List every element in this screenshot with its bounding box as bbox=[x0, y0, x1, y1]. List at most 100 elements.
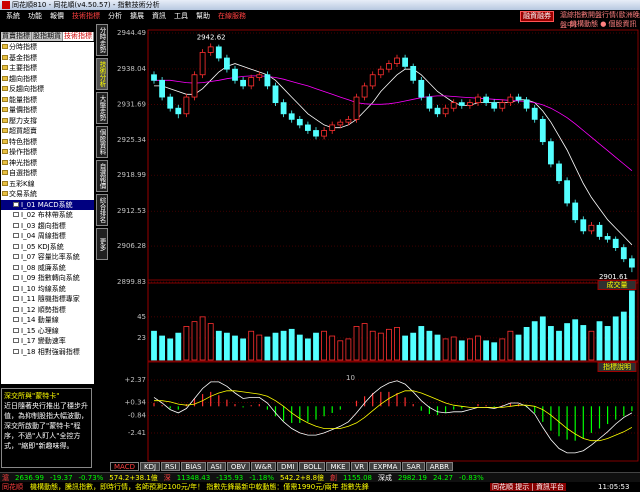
tree-item[interactable]: 超買超賣 bbox=[1, 126, 94, 137]
toolbar-button[interactable]: 融資融券 bbox=[520, 11, 554, 22]
volume-bar bbox=[547, 326, 554, 361]
tree-item[interactable]: 五彩K線 bbox=[1, 179, 94, 190]
indicator-tabs: MACD KDJ RSI BIAS ASI OBV W&R DMI BOLL MKE VR EXPMA… bbox=[110, 462, 454, 471]
tree-item[interactable]: I_11 隨機指標專家 bbox=[1, 294, 94, 305]
panel-button[interactable]: 成交量 bbox=[607, 280, 628, 289]
side-tab[interactable]: 更多 bbox=[96, 228, 108, 260]
tree-icon bbox=[13, 296, 19, 301]
indicator-tab[interactable]: OBV bbox=[226, 462, 250, 471]
tree-item[interactable]: I_10 均線系統 bbox=[1, 284, 94, 295]
indicator-tab[interactable]: ARBR bbox=[425, 462, 454, 471]
panel-button-bg[interactable] bbox=[597, 362, 637, 372]
high-annotation: 2942.62 bbox=[197, 33, 226, 41]
side-tab[interactable]: 綜合排名 bbox=[96, 194, 108, 226]
tree-item[interactable]: I_12 順勢指標 bbox=[1, 305, 94, 316]
tree-item[interactable]: I_17 變動速率 bbox=[1, 336, 94, 347]
tree-label: 趨向指標 bbox=[9, 74, 37, 83]
tree-item[interactable]: 趨向指標 bbox=[1, 74, 94, 85]
tree-item[interactable]: 基金指標 bbox=[1, 53, 94, 64]
panel-tab[interactable]: 買賣指標 bbox=[1, 32, 32, 41]
side-tab[interactable]: 大盤走勢 bbox=[96, 92, 108, 124]
candle-body bbox=[288, 113, 295, 120]
side-tab[interactable]: 分時走勢 bbox=[96, 24, 108, 56]
panel-button-bg[interactable] bbox=[597, 280, 637, 290]
toolbar-notice[interactable]: 滬綜指數開盤行情(歐洲晚盤中) bbox=[560, 11, 640, 29]
menu-item[interactable]: 資訊 bbox=[152, 12, 166, 20]
tree-item[interactable]: I_09 指數轉向系統 bbox=[1, 273, 94, 284]
indicator-tab[interactable]: DMI bbox=[276, 462, 299, 471]
candle-body bbox=[410, 65, 417, 81]
quote: 深成 bbox=[378, 474, 392, 482]
volume-bar bbox=[151, 330, 157, 361]
indicator-tab[interactable]: RSI bbox=[161, 462, 181, 471]
tree-icon bbox=[2, 107, 8, 112]
candle-body bbox=[442, 107, 449, 115]
menu-item[interactable]: 技術指標 bbox=[72, 12, 100, 20]
tree-item[interactable]: 量價指標 bbox=[1, 105, 94, 116]
status-label[interactable]: 同花順 提示 | 資訊平台 bbox=[490, 483, 567, 491]
tree-item[interactable]: 神光指標 bbox=[1, 158, 94, 169]
candle-body bbox=[199, 52, 206, 76]
tree-item[interactable]: 特色指標 bbox=[1, 137, 94, 148]
candle-body bbox=[313, 130, 319, 137]
indicator-tab[interactable]: ASI bbox=[206, 462, 226, 471]
menu-item[interactable]: 工具 bbox=[174, 12, 188, 20]
tree-item[interactable]: I_04 周線指標 bbox=[1, 231, 94, 242]
indicator-tab[interactable]: MACD bbox=[110, 462, 139, 471]
menu-item[interactable]: 系統 bbox=[6, 12, 20, 20]
indicator-tab[interactable]: KDJ bbox=[139, 462, 161, 471]
indicator-tab[interactable]: SAR bbox=[402, 462, 425, 471]
menu-item[interactable]: 幫助 bbox=[196, 12, 210, 20]
candle-body bbox=[620, 247, 627, 260]
menu-item[interactable]: 報價 bbox=[50, 12, 64, 20]
tree-label: 能量指標 bbox=[9, 95, 37, 104]
tree-icon bbox=[2, 180, 8, 186]
tree-item[interactable]: I_03 趨向指標 bbox=[1, 221, 94, 232]
tree-item[interactable]: 自選指標 bbox=[1, 168, 94, 179]
tree-label: I_04 周線指標 bbox=[21, 232, 66, 240]
candle-body bbox=[175, 107, 182, 115]
tree-item[interactable]: 操作指標 bbox=[1, 147, 94, 158]
menu-item[interactable]: 擴展 bbox=[130, 12, 144, 20]
tree-item[interactable]: I_15 心理線 bbox=[1, 326, 94, 337]
panel-button[interactable]: 指標說明 bbox=[603, 362, 631, 371]
tree-item[interactable]: I_14 動量線 bbox=[1, 315, 94, 326]
indicator-tab[interactable]: BOLL bbox=[299, 462, 326, 471]
tree-icon bbox=[13, 348, 19, 354]
tree-item[interactable]: I_08 威廉系統 bbox=[1, 263, 94, 274]
tree-item[interactable]: 能量指標 bbox=[1, 95, 94, 106]
tree-item[interactable]: 分時指標 bbox=[1, 42, 94, 53]
tree-item[interactable]: I_18 相對強弱指標 bbox=[1, 347, 94, 358]
menu-item[interactable]: 在線服務 bbox=[218, 12, 246, 20]
tree-label: I_07 容量比率系統 bbox=[21, 253, 80, 261]
menu-item[interactable]: 功能 bbox=[28, 12, 42, 20]
side-tab[interactable]: 技術分析 bbox=[96, 58, 108, 90]
side-tab[interactable]: 個股資料 bbox=[96, 126, 108, 158]
tree-icon bbox=[2, 159, 8, 165]
tree-item[interactable]: 交易系統 bbox=[1, 189, 94, 200]
indicator-tab[interactable]: MKE bbox=[326, 462, 350, 471]
side-tab[interactable]: 自選報價 bbox=[96, 160, 108, 192]
quote: -0.73% bbox=[78, 474, 104, 482]
tree-item[interactable]: 反趨向指標 bbox=[1, 84, 94, 95]
news-ticker[interactable]: 機構動態，騰訊指數，即時行情，名師預測2100元/年！ 指數先鋒最新中軟動態：僅… bbox=[30, 483, 369, 491]
tree-item[interactable]: 壓力支撐 bbox=[1, 116, 94, 127]
tree-label: 交易系統 bbox=[9, 190, 37, 198]
indicator-tab[interactable]: BIAS bbox=[181, 462, 206, 471]
panel-tab[interactable]: 技術指標 bbox=[63, 32, 94, 41]
tree-item[interactable]: 主要指標 bbox=[1, 63, 94, 74]
quote: 2636.99 bbox=[15, 474, 44, 482]
candle-body bbox=[240, 79, 247, 87]
volume-bar bbox=[199, 316, 206, 361]
indicator-tab[interactable]: W&R bbox=[250, 462, 276, 471]
toolbar-notice[interactable]: 機構動態 ● 個股資訊 bbox=[570, 20, 637, 28]
y-tick-label: 2944.49 bbox=[117, 29, 146, 37]
indicator-tab[interactable]: VR bbox=[350, 462, 369, 471]
menu-item[interactable]: 分析 bbox=[108, 12, 122, 20]
panel-tab[interactable]: 股指期貨 bbox=[32, 32, 63, 41]
tree-item[interactable]: I_01 MACD系統 bbox=[1, 199, 94, 210]
tree-item[interactable]: I_07 容量比率系統 bbox=[1, 252, 94, 263]
indicator-tab[interactable]: EXPMA bbox=[369, 462, 402, 471]
tree-item[interactable]: I_02 布林帶系統 bbox=[1, 210, 94, 221]
tree-item[interactable]: I_05 KDJ系統 bbox=[1, 242, 94, 253]
